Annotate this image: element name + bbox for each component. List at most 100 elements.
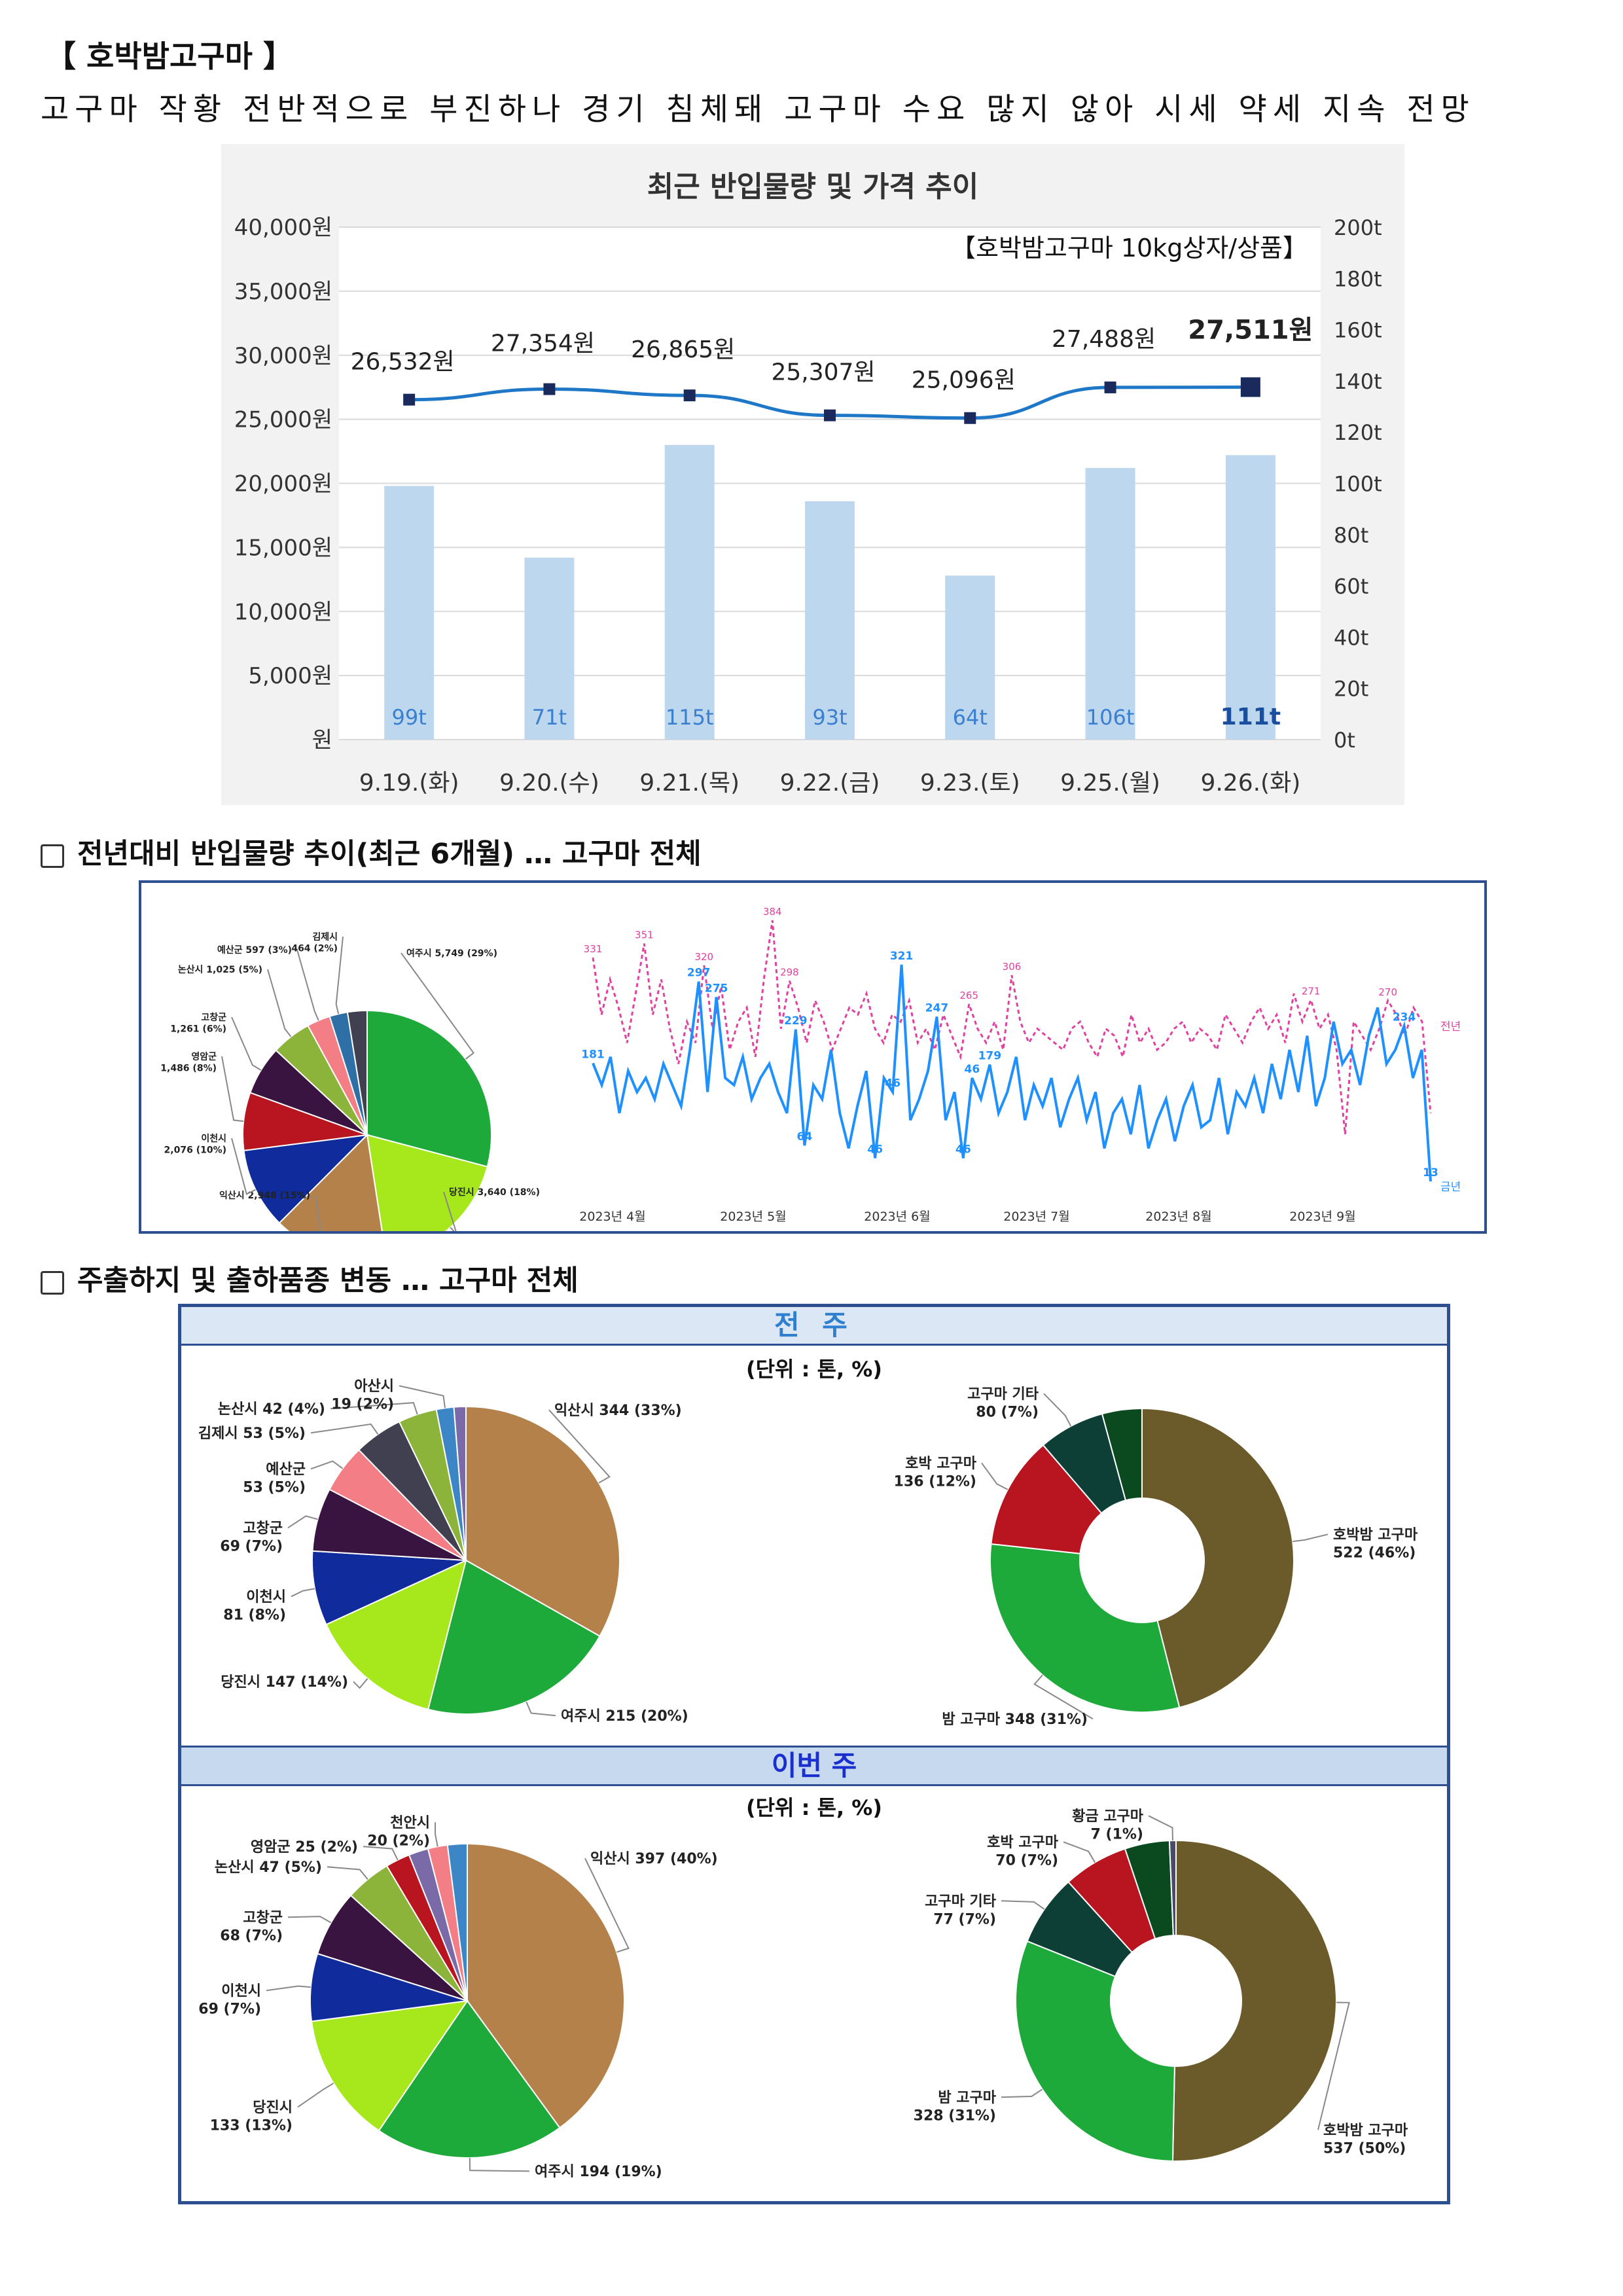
y-right-tick: 60t <box>1334 574 1368 599</box>
series-point-label: 320 <box>694 951 713 963</box>
price-label: 26,532원 <box>351 349 455 376</box>
y-right-tick: 200t <box>1334 215 1382 240</box>
prev-pie-label: 고창군 <box>243 1520 283 1537</box>
y-right-tick: 0t <box>1334 728 1355 753</box>
prev-pie-leader <box>526 1701 556 1717</box>
price-label: 27,354원 <box>491 331 595 357</box>
this-pie-slice <box>378 2000 561 2159</box>
y-right-tick: 40t <box>1334 625 1368 650</box>
prev-donut-label: 80 (7%) <box>976 1405 1039 1421</box>
this-donut-slice <box>1015 1940 1175 2162</box>
yoy-pie-label: 이천시 <box>201 1133 226 1144</box>
prev-pie-label: 이천시 <box>246 1589 286 1605</box>
x-tick: 9.19.(화) <box>359 770 459 797</box>
y-left-tick: 40,000원 <box>234 215 332 241</box>
yoy-pie-label: 1,261 (6%) <box>170 1024 226 1035</box>
price-marker <box>964 412 976 424</box>
this-donut-leader <box>1063 1841 1096 1863</box>
price-marker <box>824 409 836 422</box>
x-tick: 2023년 9월 <box>1289 1210 1355 1224</box>
this-pie-slice <box>467 1842 625 2129</box>
yoy-pie-leader <box>267 969 292 1037</box>
price-marker <box>1104 381 1116 393</box>
yoy-pie-leader <box>401 952 474 1060</box>
yoy-pie-label: 고창군 <box>201 1012 226 1023</box>
yoy-svg: 여주시 5,749 (29%) 당진시 3,640 (18%) 익산시 2,948 … <box>160 906 1461 1263</box>
prev-pie-label: 논산시 42 (4%) <box>218 1401 325 1418</box>
series-point-label: 384 <box>763 906 782 918</box>
series-point-label: 306 <box>1003 961 1022 973</box>
prev-donut-slice <box>989 1543 1181 1713</box>
volume-bar <box>524 558 575 740</box>
volume-label: 71t <box>532 705 567 730</box>
prev-pie-leader <box>353 1677 368 1689</box>
prev-pie-label: 69 (7%) <box>220 1539 283 1555</box>
volume-bar <box>1225 455 1275 740</box>
prev-donut-label: 호박밤 고구마 <box>1333 1527 1418 1543</box>
series-point-label: 181 <box>581 1048 605 1061</box>
this-donut-label: 황금 고구마 <box>1072 1808 1144 1825</box>
this-donut-label: 537 (50%) <box>1323 2141 1406 2157</box>
prev-pie-slice <box>325 1559 467 1710</box>
yoy-pie-label: 논산시 1,025 (5%) <box>178 964 262 975</box>
this-donut-label: 호박 고구마 <box>987 1835 1059 1851</box>
yoy-pie-leader <box>296 949 319 1021</box>
prev-donut-leader <box>1033 1674 1094 1720</box>
series-point-label: 321 <box>890 950 914 963</box>
y-left-tick: 5,000원 <box>248 663 332 689</box>
x-tick: 2023년 7월 <box>1003 1210 1069 1224</box>
legend-this-year: 금년 <box>1440 1181 1461 1194</box>
prev-pie-leader <box>399 1385 446 1408</box>
prev-donut-leader <box>981 1462 1008 1490</box>
price-volume-svg: 최근 반입물량 및 가격 추이 【호박밤고구마 10kg상자/상품】 원 5,000원… <box>234 170 1382 797</box>
yoy-pie-leader <box>221 1056 244 1122</box>
legend-last-year: 전년 <box>1440 1020 1461 1033</box>
series-point-label: 46 <box>965 1063 980 1076</box>
this-donut-leader <box>1001 1900 1045 1910</box>
series-point-label: 13 <box>1423 1166 1438 1179</box>
x-tick: 2023년 5월 <box>720 1210 786 1224</box>
prev-donut-label: 522 (46%) <box>1333 1545 1416 1562</box>
x-tick: 9.21.(목) <box>639 770 740 797</box>
price-label: 25,096원 <box>912 367 1016 394</box>
prev-pie-leader <box>330 1402 418 1415</box>
section-shipping-label: 주출하지 및 출하품종 변동 … 고구마 전체 <box>77 1265 579 1297</box>
series-line-0 <box>592 920 1432 1135</box>
prev-week-header: 전 주 <box>181 1307 1447 1346</box>
yoy-pie-slice <box>243 1134 369 1224</box>
this-pie-slice <box>310 1952 468 2022</box>
yoy-chart-box: 여주시 5,749 (29%) 당진시 3,640 (18%) 익산시 2,948 … <box>139 880 1487 1263</box>
prev-pie-leader <box>310 1460 344 1470</box>
price-label: 27,511원 <box>1188 315 1313 345</box>
prev-pie-slice <box>453 1405 467 1561</box>
this-donut-slice <box>1168 1839 1177 1937</box>
y-right-tick: 120t <box>1334 420 1382 445</box>
this-week-header: 이번 주 <box>181 1746 1447 1786</box>
prev-pie-slice <box>465 1405 620 1638</box>
price-marker <box>543 383 556 395</box>
yoy-pie-label: 익산시 2,948 (15%) <box>219 1190 310 1201</box>
this-pie-slice <box>446 1842 468 2001</box>
prev-donut-label: 고구마 기타 <box>967 1386 1039 1403</box>
price-label: 25,307원 <box>771 359 875 386</box>
volume-label: 115t <box>666 705 714 730</box>
x-tick: 2023년 6월 <box>864 1210 930 1224</box>
volume-label: 99t <box>392 705 427 730</box>
prev-pie-leader <box>310 1423 379 1435</box>
this-donut-label: 7 (1%) <box>1091 1827 1143 1843</box>
this-pie-leader <box>584 1857 630 1953</box>
yoy-pie-leader <box>231 1138 256 1195</box>
series-point-label: 265 <box>959 990 978 1001</box>
this-pie-leader <box>435 1822 438 1847</box>
y-left-tick: 15,000원 <box>234 535 332 561</box>
volume-label: 64t <box>953 705 988 730</box>
prev-pie-label: 당진시 147 (14%) <box>221 1674 348 1691</box>
chart-note: 【호박밤고구마 10kg상자/상품】 <box>951 234 1308 262</box>
price-label: 27,488원 <box>1052 326 1156 353</box>
this-donut-slice <box>1171 1839 1337 2162</box>
price-volume-chart: 최근 반입물량 및 가격 추이 【호박밤고구마 10kg상자/상품】 원 5,000원… <box>221 144 1404 805</box>
shipping-svg: 익산시 344 (33%) 여주시 215 (20%) 당진시 147 (14%) 이… <box>198 1378 1418 2180</box>
yoy-pie-leader <box>231 1016 262 1071</box>
section-shipping-heading: 주출하지 및 출하품종 변동 … 고구마 전체 <box>41 1258 579 1299</box>
x-tick: 2023년 8월 <box>1145 1210 1211 1224</box>
